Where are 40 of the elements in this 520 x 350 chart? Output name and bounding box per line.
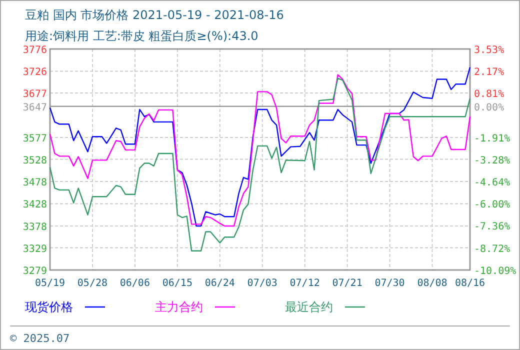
x-tick-label: 05/28 [77, 278, 108, 289]
y2-tick-label: -8.72% [474, 244, 510, 255]
y2-tick-label: -3.28% [474, 156, 510, 166]
x-tick-label: 05/19 [34, 278, 66, 289]
y2-tick-label: -4.64% [474, 178, 510, 189]
x-tick-label: 06/15 [162, 278, 192, 289]
y-tick-label: 3478 [22, 178, 47, 189]
x-tick-label: 07/03 [247, 278, 278, 289]
y-tick-label: 3577 [22, 133, 47, 144]
legend-label: 现货价格 [25, 300, 73, 314]
y2-tick-label: -7.36% [474, 222, 510, 233]
y-tick-label: 3329 [22, 244, 47, 255]
y-tick-label: 3528 [22, 155, 47, 166]
y2-tick-label: 0.00% [474, 102, 504, 114]
text: © 2025.07 [10, 332, 70, 345]
x-tick-label: 08/08 [417, 278, 448, 289]
y-tick-label: 3428 [22, 200, 47, 211]
y-tick-label: 3726 [22, 67, 47, 78]
legend-label: 主力合约 [155, 300, 203, 314]
x-tick-label: 08/16 [454, 278, 486, 289]
y-tick-label: 3378 [22, 222, 47, 233]
y-tick-label: 3776 [22, 45, 47, 56]
y2-tick-label: 0.81% [474, 89, 504, 100]
x-tick-label: 07/12 [290, 278, 320, 289]
y2-tick-label: -10.09% [474, 266, 516, 277]
y-tick-label: 3677 [22, 89, 47, 100]
x-tick-label: 06/24 [204, 278, 235, 289]
y2-tick-label: 2.17% [474, 67, 504, 78]
x-tick-label: 07/21 [332, 278, 362, 289]
y2-tick-label: 3.53% [474, 45, 504, 56]
y2-tick-label: -1.91% [474, 133, 510, 144]
legend-label: 最近合约 [285, 300, 333, 314]
line-series [49, 78, 471, 252]
y-tick-label: 3279 [22, 266, 47, 277]
x-tick-label: 06/06 [120, 278, 150, 289]
x-tick-label: 07/30 [374, 278, 405, 289]
y-tick-label: 3647 [22, 102, 47, 114]
y2-tick-label: -6.00% [474, 200, 510, 211]
chart-subtitle: 用途:饲料用 工艺:带皮 粗蛋白质≥(%):43.0 [25, 29, 258, 43]
chart-title: 豆粕 国内 市场价格 2021-05-19 - 2021-08-16 [25, 8, 284, 22]
